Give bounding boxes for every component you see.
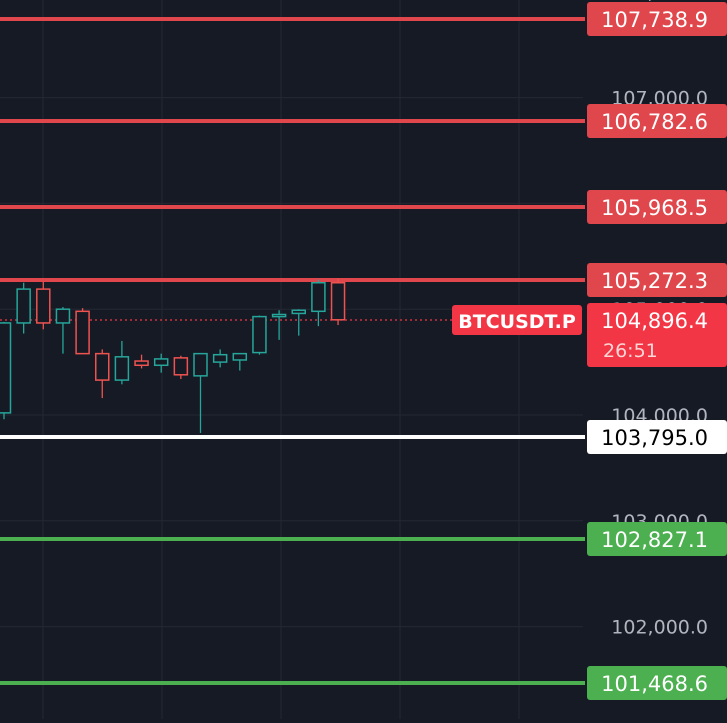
- symbol-tag-text: BTCUSDT.P: [458, 311, 576, 333]
- candle[interactable]: [232, 352, 248, 371]
- candle[interactable]: [173, 355, 189, 380]
- candle[interactable]: [153, 353, 169, 373]
- level-lines[interactable]: [0, 17, 585, 685]
- candle[interactable]: [75, 308, 90, 355]
- candle[interactable]: [36, 281, 51, 330]
- level-label-text: 103,795.0: [601, 426, 708, 450]
- vertical-grid: [42, 0, 520, 719]
- candle[interactable]: [212, 349, 228, 368]
- level-label-text: 107,738.9: [601, 8, 708, 32]
- candle[interactable]: [291, 309, 306, 336]
- level-label-resistance: 107,738.9: [587, 2, 727, 36]
- candle-body: [311, 282, 326, 313]
- candle-body: [134, 360, 149, 367]
- candle-body: [173, 357, 189, 376]
- candle-body: [291, 309, 306, 315]
- level-label-text: 106,782.6: [601, 110, 708, 134]
- candle-body: [212, 353, 228, 363]
- last-price-box: [587, 303, 727, 367]
- level-label-resistance: 105,272.3: [587, 263, 727, 297]
- candle-body: [252, 315, 267, 354]
- candle-body: [271, 313, 287, 318]
- level-label-box: [587, 263, 727, 297]
- level-label-text: 102,827.1: [601, 528, 708, 552]
- price-tick-label: 102,000.0: [611, 617, 708, 639]
- candle-body: [75, 310, 90, 355]
- candle-body: [36, 288, 51, 324]
- candle[interactable]: [134, 354, 149, 369]
- candle[interactable]: [193, 352, 208, 433]
- symbol-tag-box: [452, 305, 582, 335]
- candle[interactable]: [271, 310, 287, 340]
- candle-body: [16, 288, 31, 324]
- level-label-box: [587, 420, 727, 454]
- candle[interactable]: [330, 278, 346, 326]
- candle[interactable]: [95, 349, 110, 399]
- level-labels: 107,738.9 106,782.6 105,968.5 105,272.3 103,…: [587, 2, 727, 700]
- candle[interactable]: [16, 282, 31, 334]
- level-label-resistance: 105,968.5: [587, 190, 727, 224]
- candle-body: [95, 352, 110, 381]
- level-label-text: 105,968.5: [601, 196, 708, 220]
- candles[interactable]: [0, 278, 346, 433]
- candle-body: [193, 352, 208, 377]
- candle[interactable]: [252, 315, 267, 355]
- price-tick-label: 108,000.0: [611, 0, 708, 4]
- level-label-text: 105,272.3: [601, 269, 708, 293]
- bar-countdown: 26:51: [603, 340, 658, 362]
- level-label-pivot: 103,795.0: [587, 420, 727, 454]
- candle-body: [330, 282, 346, 321]
- candle[interactable]: [0, 321, 12, 420]
- candle-body: [153, 358, 169, 367]
- candle-body: [55, 308, 71, 324]
- horizontal-grid: [0, 97, 583, 628]
- level-label-support: 101,468.6: [587, 666, 727, 700]
- level-label-support: 102,827.1: [587, 522, 727, 556]
- candle-body: [0, 322, 12, 414]
- candle-body: [232, 352, 248, 361]
- level-label-box: [587, 2, 727, 36]
- level-label-box: [587, 522, 727, 556]
- level-label-box: [587, 190, 727, 224]
- level-label-box: [587, 666, 727, 700]
- last-price-label-group: BTCUSDT.P 104,896.4 26:51: [452, 303, 727, 367]
- candle[interactable]: [55, 307, 71, 354]
- candle[interactable]: [114, 340, 130, 385]
- level-label-box: [587, 104, 727, 138]
- candle-body: [114, 356, 130, 381]
- level-label-resistance: 106,782.6: [587, 104, 727, 138]
- level-label-text: 101,468.6: [601, 672, 708, 696]
- candle[interactable]: [311, 279, 326, 327]
- last-price-value: 104,896.4: [601, 309, 708, 333]
